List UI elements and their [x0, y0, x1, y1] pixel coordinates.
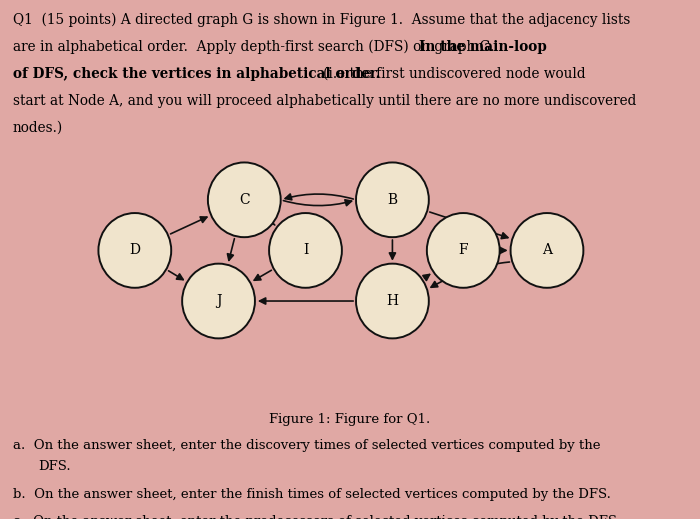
Text: B: B	[387, 193, 398, 207]
Text: b.  On the answer sheet, enter the finish times of selected vertices computed by: b. On the answer sheet, enter the finish…	[13, 488, 610, 501]
Text: a.  On the answer sheet, enter the discovery times of selected vertices computed: a. On the answer sheet, enter the discov…	[13, 439, 600, 452]
Ellipse shape	[208, 162, 281, 237]
Text: J: J	[216, 294, 221, 308]
Text: A: A	[542, 243, 552, 257]
Text: F: F	[458, 243, 468, 257]
Text: are in alphabetical order.  Apply depth-first search (DFS) on graph G.: are in alphabetical order. Apply depth-f…	[13, 40, 503, 54]
Text: DFS.: DFS.	[38, 460, 71, 473]
Text: nodes.): nodes.)	[13, 121, 63, 135]
Text: Figure 1: Figure for Q1.: Figure 1: Figure for Q1.	[270, 413, 430, 426]
Ellipse shape	[427, 213, 500, 288]
Text: I: I	[303, 243, 308, 257]
Text: H: H	[386, 294, 398, 308]
Text: c.  On the answer sheet, enter the predecessors of selected vertices computed by: c. On the answer sheet, enter the predec…	[13, 515, 620, 519]
Text: D: D	[130, 243, 140, 257]
Ellipse shape	[269, 213, 342, 288]
Text: (i.e the first undiscovered node would: (i.e the first undiscovered node would	[323, 67, 586, 81]
Text: start at Node A, and you will proceed alphabetically until there are no more und: start at Node A, and you will proceed al…	[13, 94, 636, 108]
Ellipse shape	[99, 213, 172, 288]
Text: of DFS, check the vertices in alphabetical order.: of DFS, check the vertices in alphabetic…	[13, 67, 380, 81]
Text: C: C	[239, 193, 250, 207]
Ellipse shape	[182, 264, 255, 338]
Ellipse shape	[356, 264, 429, 338]
Ellipse shape	[510, 213, 583, 288]
Text: In the main-loop: In the main-loop	[419, 40, 546, 54]
Ellipse shape	[356, 162, 429, 237]
Text: Q1  (15 points) A directed graph G is shown in Figure 1.  Assume that the adjace: Q1 (15 points) A directed graph G is sho…	[13, 13, 630, 28]
